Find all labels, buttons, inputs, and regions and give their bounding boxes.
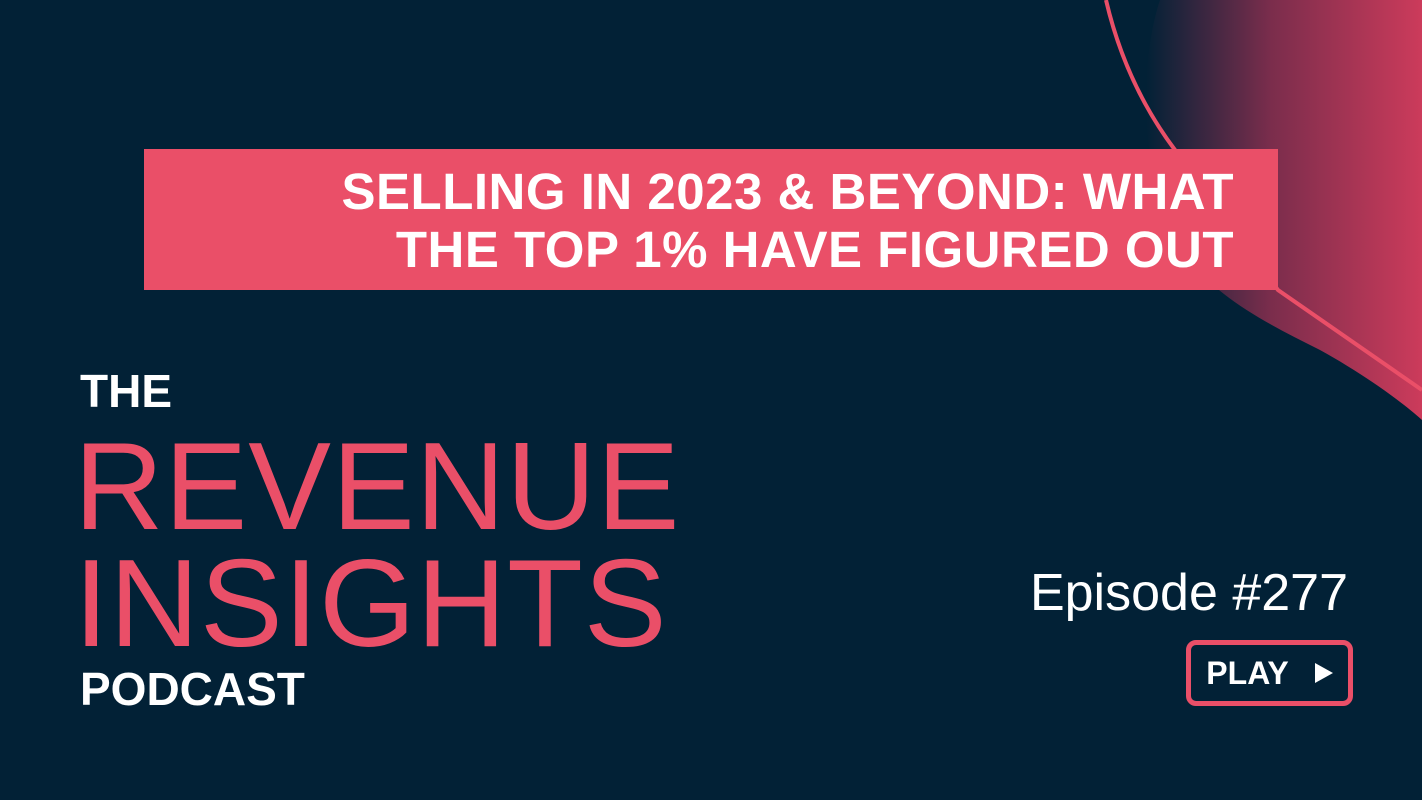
podcast-name-the: THE — [80, 365, 172, 417]
play-triangle-icon — [1314, 663, 1333, 683]
gradient-blob — [1146, 0, 1422, 420]
podcast-name-revenue: REVENUE — [74, 418, 681, 556]
podcast-name-podcast: PODCAST — [80, 663, 305, 715]
episode-number: Episode #277 — [1029, 564, 1348, 622]
episode-title-line-2: THE TOP 1% HAVE FIGURED OUT — [395, 221, 1234, 278]
podcast-name-insights: INSIGHTS — [74, 535, 668, 673]
episode-title-line-1: SELLING IN 2023 & BEYOND: WHAT — [341, 163, 1234, 220]
episode-title-banner: SELLING IN 2023 & BEYOND: WHAT THE TOP 1… — [144, 149, 1278, 290]
play-button-label: PLAY — [1206, 654, 1289, 691]
play-button[interactable]: PLAY — [1186, 640, 1353, 706]
